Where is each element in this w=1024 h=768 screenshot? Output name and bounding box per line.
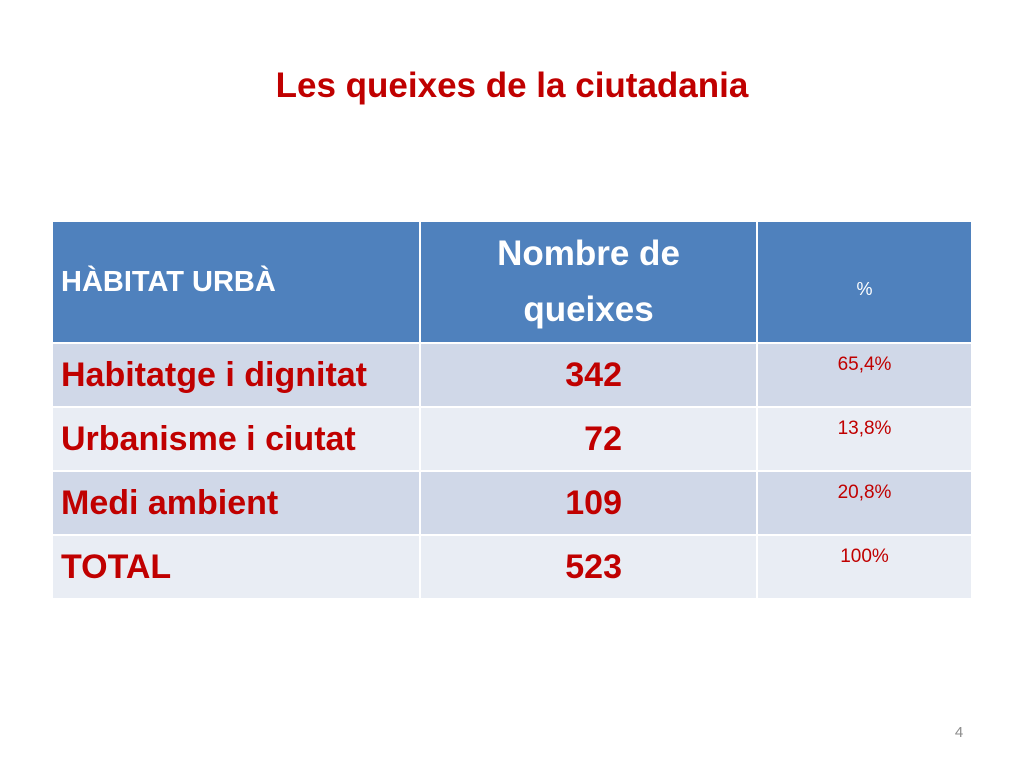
- row-category: Urbanisme i ciutat: [53, 408, 421, 472]
- header-percent: %: [758, 222, 971, 344]
- header-category: HÀBITAT URBÀ: [53, 222, 421, 344]
- row-count: 342: [421, 344, 758, 408]
- table-header-row: HÀBITAT URBÀ Nombre de queixes %: [53, 222, 971, 344]
- header-count: Nombre de queixes: [421, 222, 758, 344]
- row-count: 109: [421, 472, 758, 536]
- row-percent: 65,4%: [758, 344, 971, 408]
- row-category: TOTAL: [53, 536, 421, 600]
- row-category: Habitatge i dignitat: [53, 344, 421, 408]
- row-percent: 13,8%: [758, 408, 971, 472]
- header-count-line1: Nombre de: [497, 234, 680, 273]
- header-count-line2: queixes: [523, 290, 654, 329]
- row-percent: 20,8%: [758, 472, 971, 536]
- table-row: Habitatge i dignitat 342 65,4%: [53, 344, 971, 408]
- table-row-total: TOTAL 523 100%: [53, 536, 971, 600]
- row-percent: 100%: [758, 536, 971, 600]
- table-row: Urbanisme i ciutat 72 13,8%: [53, 408, 971, 472]
- slide-title: Les queixes de la ciutadania: [275, 66, 749, 105]
- row-count: 523: [421, 536, 758, 600]
- table-row: Medi ambient 109 20,8%: [53, 472, 971, 536]
- page-number: 4: [954, 724, 964, 741]
- row-category: Medi ambient: [53, 472, 421, 536]
- row-count: 72: [421, 408, 758, 472]
- complaints-table: HÀBITAT URBÀ Nombre de queixes % Habitat…: [53, 222, 971, 600]
